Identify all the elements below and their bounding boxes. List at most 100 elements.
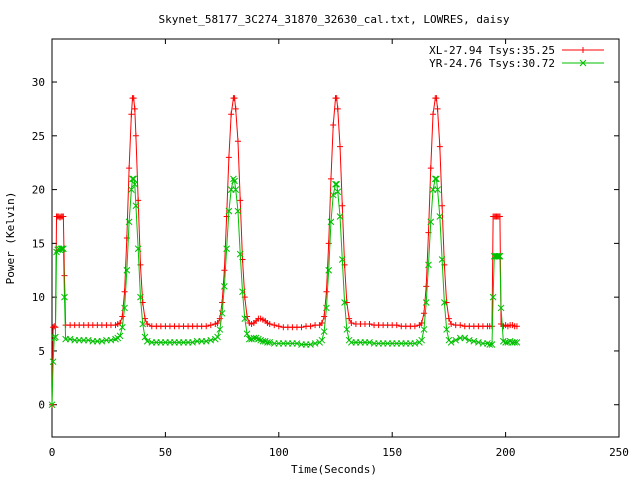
- data-point: [203, 323, 210, 330]
- data-point: [132, 202, 140, 210]
- data-point: [327, 218, 335, 226]
- data-point: [119, 313, 126, 320]
- data-point: [58, 245, 66, 253]
- data-point: [486, 341, 494, 348]
- data-point: [436, 143, 443, 150]
- data-point: [130, 95, 137, 102]
- data-point: [420, 326, 428, 333]
- data-point: [418, 336, 426, 344]
- data-point: [121, 288, 128, 295]
- data-point: [123, 266, 131, 274]
- x-tick-label: 150: [382, 446, 402, 459]
- data-point: [307, 323, 314, 330]
- data-point: [339, 202, 346, 209]
- data-point: [441, 299, 448, 306]
- x-tick-label: 100: [269, 446, 289, 459]
- y-tick-label: 30: [32, 76, 45, 89]
- data-point: [130, 175, 138, 183]
- data-point: [338, 256, 346, 263]
- data-point: [236, 250, 244, 258]
- data-point: [132, 132, 139, 139]
- data-point: [434, 186, 441, 193]
- data-point: [141, 333, 149, 341]
- y-axis-label: Power (Kelvin): [4, 192, 17, 285]
- data-point: [128, 111, 135, 118]
- data-point: [230, 175, 237, 183]
- data-point: [325, 240, 332, 247]
- series-1: [49, 95, 520, 408]
- data-point: [60, 213, 67, 220]
- data-point: [207, 322, 214, 329]
- data-point: [330, 122, 337, 129]
- legend-swatch-marker: [579, 59, 587, 67]
- x-tick-label: 0: [49, 446, 56, 459]
- series-2: [48, 175, 521, 409]
- data-point: [325, 266, 333, 274]
- data-point: [439, 202, 446, 209]
- data-point: [420, 310, 427, 317]
- data-point: [457, 322, 464, 329]
- data-point: [137, 293, 144, 301]
- x-tick-label: 250: [609, 446, 629, 459]
- data-point: [225, 207, 233, 215]
- data-point: [239, 288, 246, 296]
- data-point: [445, 315, 452, 322]
- data-point: [422, 299, 430, 306]
- y-tick-label: 15: [32, 237, 45, 250]
- data-point: [430, 111, 437, 118]
- data-point: [231, 95, 238, 102]
- x-axis-label: Time(Seconds): [291, 463, 377, 476]
- data-point: [497, 304, 505, 312]
- data-point: [323, 304, 330, 312]
- data-point: [275, 323, 282, 330]
- data-point: [511, 338, 519, 346]
- data-point: [221, 267, 228, 274]
- data-point: [452, 336, 460, 344]
- series-group: [48, 95, 521, 409]
- data-point: [448, 321, 455, 328]
- data-point: [49, 358, 57, 366]
- y-tick-label: 25: [32, 130, 45, 143]
- data-point: [334, 188, 342, 196]
- data-point: [447, 338, 455, 346]
- data-point: [506, 337, 514, 345]
- data-point: [434, 105, 441, 112]
- y-tick-label: 5: [38, 345, 45, 358]
- data-point: [232, 105, 239, 112]
- data-point: [321, 313, 328, 320]
- data-point: [221, 283, 228, 290]
- data-point: [231, 177, 238, 185]
- y-tick-label: 20: [32, 184, 45, 197]
- data-point: [513, 338, 521, 346]
- data-point: [61, 293, 68, 301]
- data-point: [333, 95, 340, 102]
- data-point: [348, 319, 355, 326]
- data-point: [126, 165, 133, 172]
- data-point: [225, 154, 232, 161]
- data-point: [134, 245, 142, 253]
- y-axis: 0 5 10 15 20 25 30: [32, 76, 619, 412]
- data-point: [334, 105, 341, 112]
- data-point: [219, 299, 226, 306]
- data-point: [341, 299, 348, 306]
- data-point: [48, 401, 56, 409]
- data-point: [121, 304, 128, 312]
- data-point: [243, 330, 251, 338]
- data-point: [436, 213, 444, 220]
- data-point: [234, 138, 241, 145]
- data-point: [234, 207, 242, 215]
- data-point: [337, 143, 344, 150]
- data-point: [425, 261, 432, 269]
- data-point: [125, 218, 133, 226]
- data-point: [266, 321, 273, 328]
- data-point: [433, 95, 440, 102]
- plot-frame: [51, 38, 620, 438]
- data-point: [223, 245, 230, 253]
- data-point: [366, 321, 373, 328]
- data-point: [57, 245, 65, 253]
- data-point: [427, 218, 435, 226]
- data-point: [411, 323, 418, 330]
- data-point: [135, 197, 142, 204]
